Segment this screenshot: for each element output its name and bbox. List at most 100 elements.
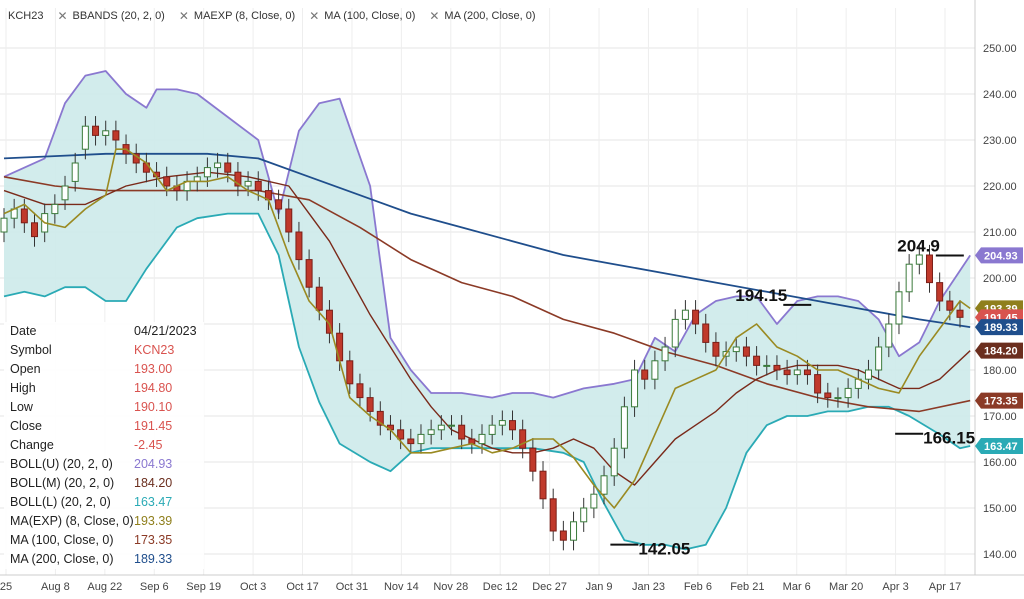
candle-body [641,369,649,380]
info-label: Symbol [10,343,52,357]
candle-body [305,259,313,288]
info-row-boll-lower: BOLL(L) (20, 2, 0) 163.47 [4,493,204,512]
y-tick-label: 210.00 [983,227,1017,239]
info-label: BOLL(L) (20, 2, 0) [10,495,111,509]
info-value: 194.80 [134,381,173,395]
candle-body [295,231,303,261]
candle-body [732,346,740,353]
info-label: Change [10,438,54,452]
candle-body [915,254,923,265]
candle-body [631,369,639,408]
candle-body [478,433,486,445]
info-value: 193.39 [134,514,173,528]
x-tick-label: Jan 23 [632,581,665,593]
x-tick-label: Oct 31 [336,581,368,593]
candle-body [203,167,211,178]
y-tick-label: 240.00 [983,89,1017,101]
x-tick-label: 25 [0,581,12,593]
candle-body [895,291,903,325]
legend-item-symbol[interactable]: KCH23 [8,10,43,22]
candle-body [447,424,455,427]
info-value: 191.45 [134,419,173,433]
candle-body [925,254,933,284]
candle-body [488,424,496,435]
legend-item-ma100[interactable]: ✕ MA (100, Close, 0) [309,9,415,23]
x-tick-label: Oct 17 [286,581,318,593]
candle-body [275,199,283,210]
candle-body [112,130,120,141]
candle-body [71,162,79,182]
candle-body [0,217,8,233]
info-row-boll-middle: BOLL(M) (20, 2, 0) 184.20 [4,474,204,493]
candle-body [498,420,506,426]
legend-item-bbands[interactable]: ✕ BBANDS (20, 2, 0) [57,9,164,23]
price-badge-label: 173.35 [984,396,1018,408]
ema-line [3,148,971,509]
price-badge-label: 163.47 [984,441,1018,453]
candle-body [803,369,811,376]
y-tick-label: 150.00 [983,503,1017,515]
y-tick-label: 160.00 [983,457,1017,469]
info-label: MA (100, Close, 0) [10,533,114,547]
info-label: Date [10,324,37,338]
candle-body [254,180,262,192]
x-tick-label: Feb 6 [684,581,712,593]
candle-body [142,162,150,173]
remove-indicator-icon[interactable]: ✕ [178,9,189,23]
candle-body [285,208,293,233]
info-value: 173.35 [134,533,173,547]
info-row-date: Date 04/21/2023 [4,322,204,341]
info-row-change: Change -2.45 [4,436,204,455]
info-row-open: Open 193.00 [4,360,204,379]
remove-indicator-icon[interactable]: ✕ [309,9,320,23]
candle-body [905,263,913,293]
candle-body [519,429,527,449]
candle-body [92,125,100,136]
x-tick-label: Sep 6 [140,581,169,593]
legend-item-ma200[interactable]: ✕ MA (200, Close, 0) [429,9,535,23]
info-row-ema: MA(EXP) (8, Close, 0) 193.39 [4,512,204,531]
candle-body [366,397,374,412]
annotation-label: 142.05 [638,540,690,559]
candle-body [315,286,323,311]
candle-body [509,420,517,431]
remove-indicator-icon[interactable]: ✕ [429,9,440,23]
info-label: Open [10,362,41,376]
candle-body [620,406,628,449]
candle-body [529,447,537,472]
info-value: 163.47 [134,495,173,509]
candle-body [244,180,252,187]
y-tick-label: 200.00 [983,273,1017,285]
info-value: 190.10 [134,400,173,414]
info-row-high: High 194.80 [4,379,204,398]
annotation-label: 194.15 [735,286,787,305]
x-tick-label: Apr 3 [882,581,908,593]
price-badge-label: 184.20 [984,346,1018,358]
legend-item-maexp[interactable]: ✕ MAEXP (8, Close, 0) [179,9,295,23]
candle-body [539,470,547,500]
candle-body [661,346,669,362]
x-tick-label: Jan 9 [586,581,613,593]
x-tick-label: Mar 6 [783,581,811,593]
bollinger-upper-line [3,70,971,399]
candle-body [102,130,110,136]
candle-body [763,364,771,367]
info-row-boll-upper: BOLL(U) (20, 2, 0) 204.93 [4,455,204,474]
info-value: 184.20 [134,476,173,490]
candle-body [163,176,171,187]
price-badge [975,342,1023,359]
candle-body [437,424,445,431]
candle-body [590,493,598,509]
candle-body [31,222,39,238]
info-label: MA(EXP) (8, Close, 0) [10,514,134,528]
candle-body [580,507,588,523]
candle-body [51,203,59,215]
info-row-close: Close 191.45 [4,417,204,436]
candle-body [224,162,232,173]
candle-body [834,397,842,400]
legend-maexp-label: MAEXP (8, Close, 0) [193,10,296,22]
candle-body [651,360,659,380]
remove-indicator-icon[interactable]: ✕ [57,9,68,23]
indicator-legend: KCH23 ✕ BBANDS (20, 2, 0) ✕ MAEXP (8, Cl… [0,0,536,32]
